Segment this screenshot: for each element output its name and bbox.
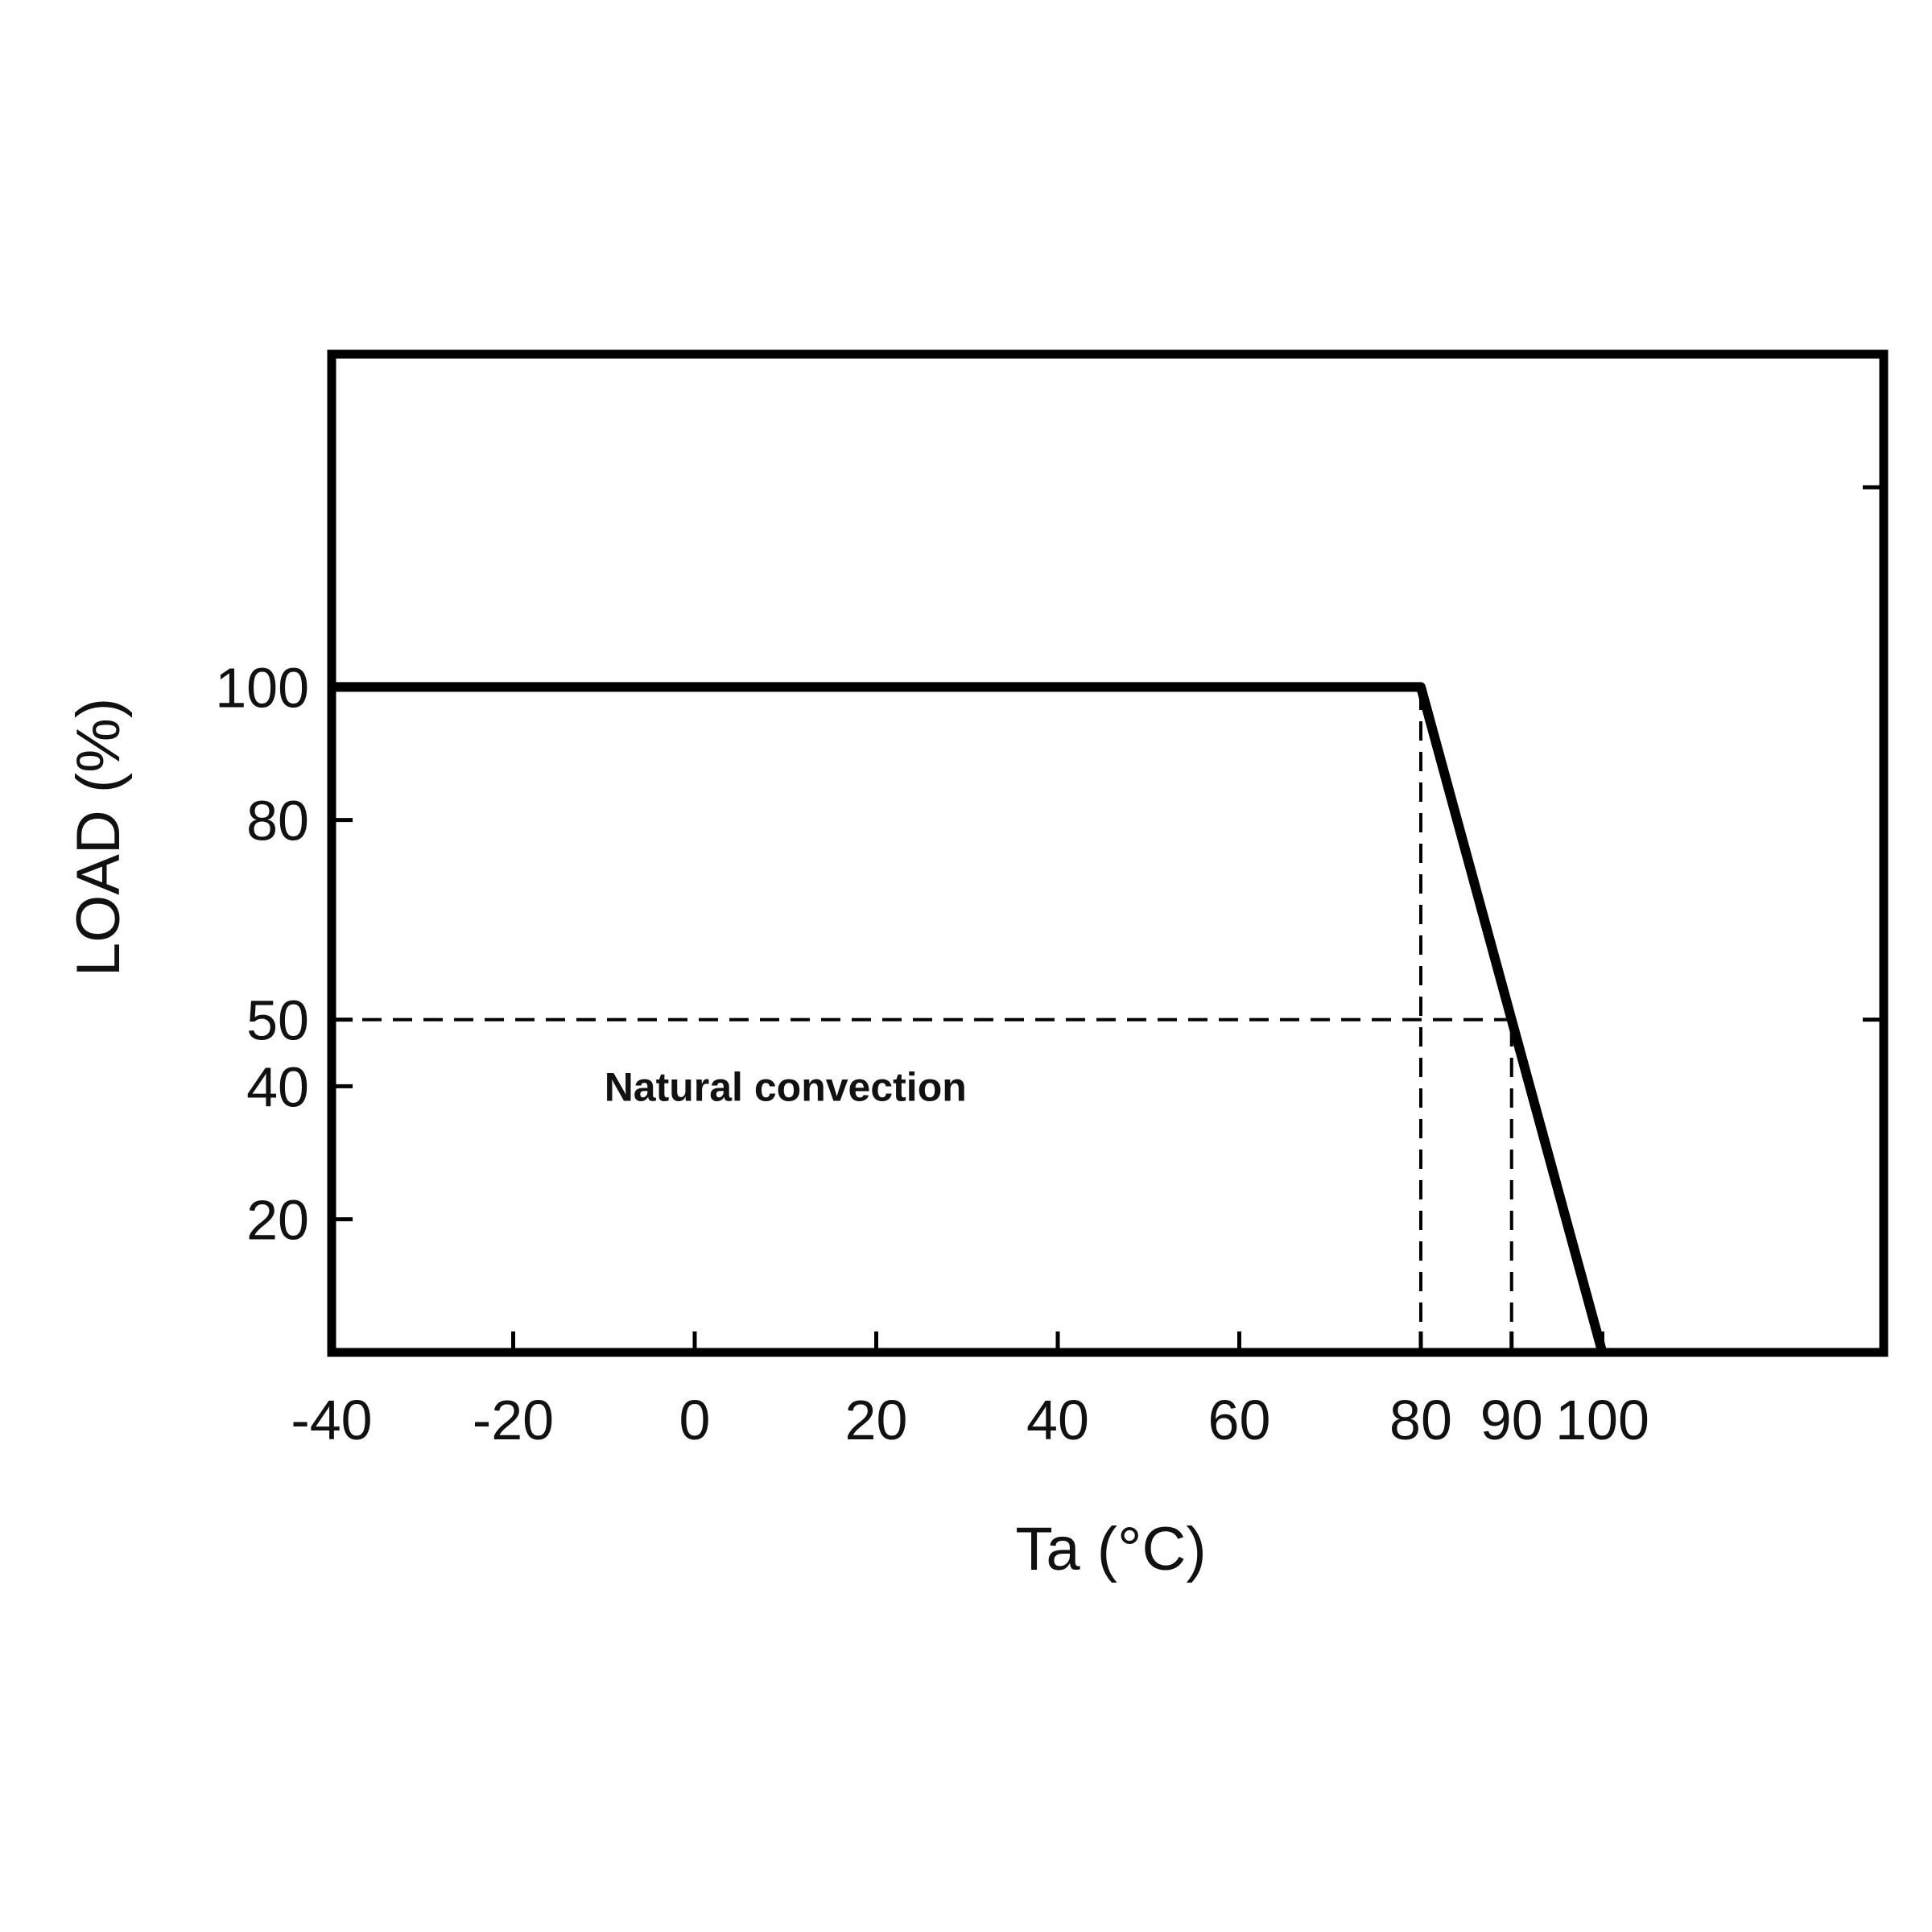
y-axis-title: LOAD (%) — [64, 698, 133, 976]
x-tick-label-40: 40 — [1026, 1389, 1089, 1451]
x-tick-label-0: 0 — [679, 1389, 711, 1451]
x-tick-label--20: -20 — [473, 1389, 554, 1451]
annotation-natural-convection: Natural convection — [605, 1064, 967, 1109]
y-tick-label-40: 40 — [246, 1055, 309, 1118]
x-tick-label-100: 100 — [1555, 1389, 1649, 1451]
y-tick-label-50: 50 — [246, 989, 309, 1052]
y-tick-label-80: 80 — [246, 790, 309, 852]
y-tick-label-20: 20 — [246, 1189, 309, 1252]
y-tick-label-100: 100 — [215, 656, 309, 719]
series-group — [332, 682, 1608, 1354]
x-tick-label-60: 60 — [1208, 1389, 1271, 1451]
x-tick-label--40: -40 — [291, 1389, 372, 1451]
x-axis-title: Ta (°C) — [1015, 1515, 1206, 1583]
reference-lines — [332, 687, 1513, 1352]
x-tick-label-90: 90 — [1480, 1389, 1543, 1451]
x-tick-label-80: 80 — [1389, 1389, 1452, 1451]
x-tick-label-20: 20 — [845, 1389, 908, 1451]
series-line-0 — [332, 682, 1608, 1354]
plot-frame — [327, 349, 1889, 1357]
tick-marks — [332, 485, 1884, 1352]
